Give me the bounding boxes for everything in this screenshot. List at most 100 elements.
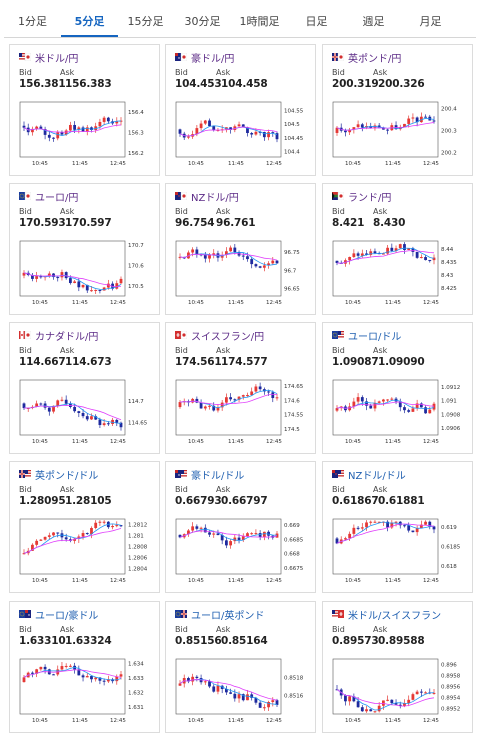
candle-body	[60, 132, 64, 135]
rate-card[interactable]: 豪ドル/円 Bid Ask 104.453 104.458 104.55 104.…	[165, 44, 316, 176]
candle-body	[335, 260, 339, 263]
candle-body	[352, 696, 356, 702]
tab-6[interactable]: 週足	[362, 15, 385, 28]
candle-body	[419, 691, 423, 693]
candle-body	[22, 403, 26, 409]
pair-title[interactable]: NZドル/円	[175, 189, 239, 204]
chart-frame	[19, 240, 126, 297]
candle-body	[208, 532, 211, 535]
y-tick-label: 174.6	[284, 398, 300, 404]
rate-card[interactable]: 英ポンド/円 Bid Ask 200.319 200.326 200.4 200.…	[322, 44, 473, 176]
pair-name[interactable]: 英ポンド/ドル	[35, 470, 99, 482]
rate-card[interactable]: NZドル/円 Bid Ask 96.754 96.761 96.75 96.7 96…	[165, 183, 316, 315]
candle-body	[94, 522, 98, 528]
candle-body	[254, 533, 258, 535]
pair-name[interactable]: ランド/円	[348, 192, 392, 204]
candle-body	[386, 129, 390, 131]
candlestick-chart: 96.75 96.7 96.65 10:45 11:45 12:45	[175, 240, 300, 306]
rate-card[interactable]: 米ドル/円 Bid Ask 156.381 156.383 156.4 156.3…	[9, 44, 160, 176]
rate-card[interactable]: 豪ドル/ドル Bid Ask 0.66793 0.66797 0.669 0.66…	[165, 461, 316, 593]
candle-body	[275, 397, 279, 399]
pair-title[interactable]: 英ポンド/円	[332, 50, 402, 65]
pair-title[interactable]: 英ポンド/ドル	[19, 467, 99, 482]
x-tick-label: 11:45	[228, 300, 244, 306]
candle-body	[348, 533, 352, 539]
rate-card[interactable]: スイスフラン/円 Bid Ask 174.561 174.577 174.65 1…	[165, 322, 316, 454]
pair-name[interactable]: 豪ドル/ドル	[191, 470, 245, 482]
pair-title[interactable]: ユーロ/豪ドル	[19, 607, 99, 622]
tab-0[interactable]: 1分足	[18, 15, 47, 28]
candle-body	[178, 256, 182, 258]
ask-value: 170.597	[65, 217, 112, 229]
tab-5[interactable]: 日足	[305, 15, 328, 28]
pair-title[interactable]: カナダドル/円	[19, 328, 99, 343]
rate-card[interactable]: ランド/円 Bid Ask 8.421 8.430 8.44 8.435 8.43 8…	[322, 183, 473, 315]
candle-body	[360, 124, 364, 128]
pair-name[interactable]: NZドル/円	[191, 192, 239, 204]
pair-title[interactable]: ユーロ/円	[19, 189, 79, 204]
candle-body	[335, 538, 339, 544]
pair-name[interactable]: 英ポンド/円	[348, 53, 402, 65]
pair-title[interactable]: ランド/円	[332, 189, 392, 204]
rate-card[interactable]: ユーロ/ドル Bid Ask 1.09087 1.09090 1.0912 1.0…	[322, 322, 473, 454]
pair-title[interactable]: NZドル/ドル	[332, 467, 406, 482]
pair-name[interactable]: 豪ドル/円	[191, 53, 235, 65]
candle-body	[216, 129, 220, 131]
tab-3[interactable]: 30分足	[184, 15, 221, 28]
pair-title[interactable]: 米ドル/円	[19, 50, 79, 65]
bid-value: 0.85156	[175, 635, 222, 647]
rate-card[interactable]: ユーロ/豪ドル Bid Ask 1.63310 1.63324 1.634 1.6…	[9, 601, 160, 733]
pair-name[interactable]: 米ドル/円	[35, 53, 79, 65]
candle-body	[394, 248, 398, 251]
tab-7[interactable]: 月足	[419, 15, 442, 28]
pair-name[interactable]: ユーロ/豪ドル	[35, 610, 99, 622]
candlestick-chart: 8.44 8.435 8.43 8.425 10:45 11:45 12:45	[332, 240, 457, 306]
candle-body	[31, 275, 34, 279]
chart-frame	[19, 379, 126, 436]
y-tick-label: 1.2806	[128, 556, 148, 562]
pair-title[interactable]: 豪ドル/ドル	[175, 467, 245, 482]
pair-name[interactable]: ユーロ/ドル	[348, 331, 402, 343]
candle-body	[220, 402, 224, 408]
y-tick-label: 0.6185	[441, 545, 461, 551]
candle-body	[85, 416, 89, 420]
candle-body	[424, 257, 427, 261]
y-tick-label: 0.618	[441, 564, 457, 570]
candle-body	[64, 272, 68, 279]
pair-name[interactable]: スイスフラン/円	[191, 331, 265, 343]
candle-body	[411, 117, 415, 119]
rate-card[interactable]: ユーロ/円 Bid Ask 170.593 170.597 170.7 170.6…	[9, 183, 160, 315]
pair-name[interactable]: NZドル/ドル	[348, 470, 406, 482]
rate-card[interactable]: ユーロ/英ポンド Bid Ask 0.85156 0.85164 0.8518 0…	[165, 601, 316, 733]
x-tick-label: 12:45	[110, 300, 126, 306]
candle-body	[386, 699, 390, 701]
candle-body	[365, 522, 368, 528]
pair-name[interactable]: ユーロ/英ポンド	[191, 610, 265, 622]
tab-2[interactable]: 15分足	[127, 15, 164, 28]
candle-body	[52, 405, 55, 412]
candle-body	[348, 256, 352, 261]
rate-card[interactable]: カナダドル/円 Bid Ask 114.667 114.673 114.7 114…	[9, 322, 160, 454]
tab-4[interactable]: 1時間足	[239, 15, 280, 28]
ask-value: 0.85164	[221, 635, 268, 647]
candle-body	[403, 525, 406, 527]
candle-body	[208, 405, 211, 407]
rate-card[interactable]: 米ドル/スイスフラン Bid Ask 0.89573 0.89588 0.896…	[322, 601, 473, 733]
pair-title[interactable]: ユーロ/英ポンド	[175, 607, 265, 622]
rate-card[interactable]: NZドル/ドル Bid Ask 0.61867 0.61881 0.619 0.6…	[322, 461, 473, 593]
pair-title[interactable]: 豪ドル/円	[175, 50, 235, 65]
moving-average-line	[336, 523, 435, 544]
tab-1[interactable]: 5分足	[61, 4, 118, 37]
bid-label: Bid	[19, 485, 32, 494]
candle-body	[335, 127, 339, 133]
pair-name[interactable]: 米ドル/スイスフラン	[348, 610, 442, 622]
pair-name[interactable]: カナダドル/円	[35, 331, 99, 343]
pair-title[interactable]: 米ドル/スイスフラン	[332, 607, 442, 622]
candle-body	[415, 117, 419, 123]
pair-title[interactable]: スイスフラン/円	[175, 328, 265, 343]
candle-body	[216, 685, 220, 692]
pair-title[interactable]: ユーロ/ドル	[332, 328, 402, 343]
candle-body	[386, 399, 390, 401]
rate-card[interactable]: 英ポンド/ドル Bid Ask 1.28095 1.28105 1.2812 1.…	[9, 461, 160, 593]
pair-name[interactable]: ユーロ/円	[35, 192, 79, 204]
